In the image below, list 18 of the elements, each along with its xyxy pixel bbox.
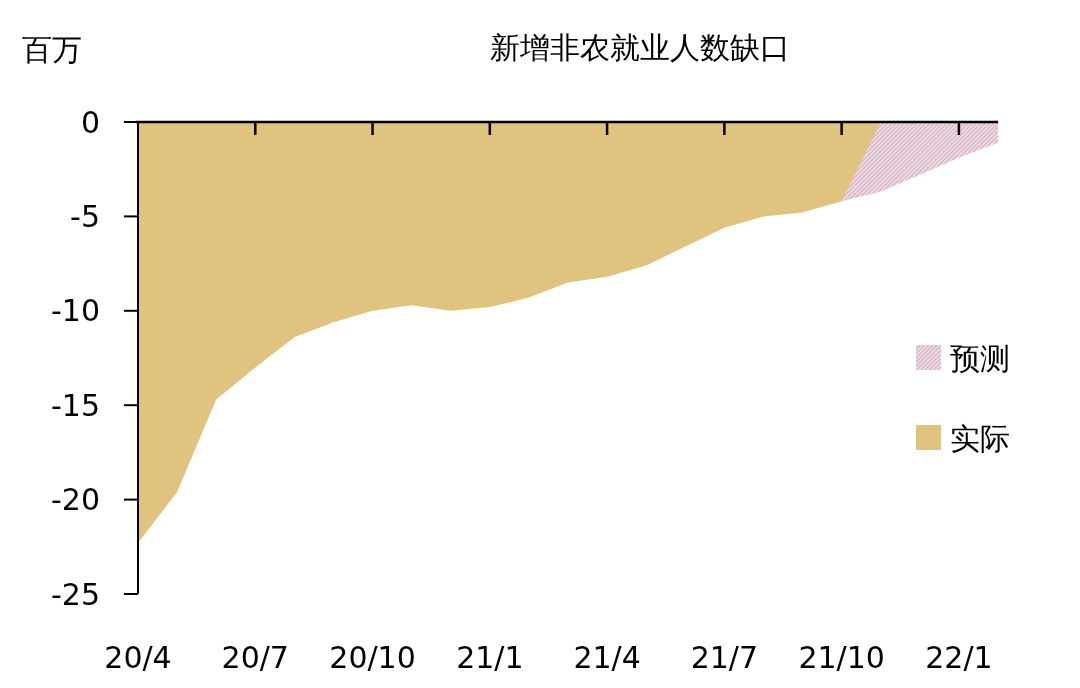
y-tick-label: -10 [51,293,100,329]
y-tick-label: -20 [51,482,100,518]
y-axis-title: 百万 [22,32,82,67]
y-tick-label: -15 [51,387,100,423]
x-tick-label: 22/1 [925,640,993,675]
x-tick-label: 21/4 [573,640,641,675]
chart-title: 新增非农就业人数缺口 [490,30,790,65]
x-tick-label: 21/7 [690,640,759,675]
x-tick-label: 20/7 [221,640,289,675]
legend-label: 预测 [950,340,1010,376]
x-tick-label: 21/10 [798,640,885,675]
y-tick-label: -5 [70,198,100,234]
x-tick-label: 20/4 [104,640,172,675]
legend-label: 实际 [950,420,1010,456]
y-tick-label: 0 [80,104,100,140]
x-tick-label: 20/10 [329,640,416,675]
x-tick-label: 21/1 [456,640,524,675]
y-tick-label: -25 [51,576,100,612]
